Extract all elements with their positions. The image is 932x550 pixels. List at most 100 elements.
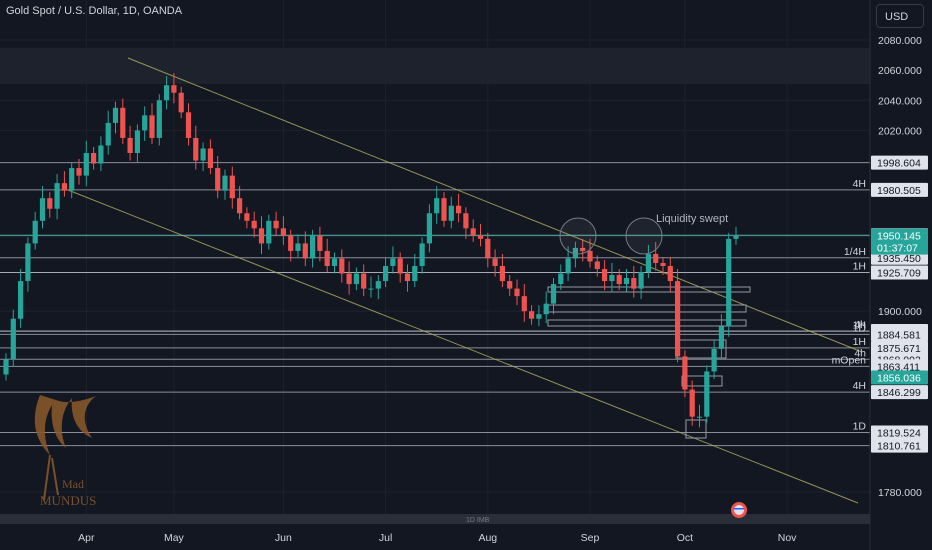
- candle-up[interactable]: [536, 314, 542, 319]
- candle-down[interactable]: [120, 107, 126, 138]
- candle-down[interactable]: [470, 228, 476, 236]
- candle-down[interactable]: [682, 356, 688, 390]
- candle-down[interactable]: [215, 168, 221, 191]
- candle-down[interactable]: [76, 168, 82, 176]
- candle-up[interactable]: [266, 220, 272, 244]
- candle-down[interactable]: [251, 220, 257, 229]
- candle-down[interactable]: [463, 213, 469, 229]
- candle-down[interactable]: [149, 115, 155, 138]
- candle-down[interactable]: [171, 85, 177, 93]
- candle-down[interactable]: [587, 250, 593, 262]
- candle-up[interactable]: [572, 247, 578, 259]
- channel-lower-line[interactable]: [67, 189, 859, 504]
- candle-up[interactable]: [448, 205, 454, 221]
- price-badge[interactable]: [871, 425, 928, 440]
- candle-up[interactable]: [134, 130, 140, 153]
- candle-up[interactable]: [39, 198, 46, 221]
- candle-up[interactable]: [54, 183, 60, 209]
- candle-up[interactable]: [32, 220, 38, 244]
- candle-up[interactable]: [383, 266, 389, 282]
- candle-up[interactable]: [550, 284, 557, 304]
- candle-down[interactable]: [602, 269, 608, 282]
- candle-down[interactable]: [324, 250, 330, 266]
- candle-down[interactable]: [521, 296, 527, 312]
- candle-down[interactable]: [616, 275, 622, 285]
- candle-up[interactable]: [726, 238, 732, 327]
- candle-up[interactable]: [390, 258, 396, 266]
- ob-box[interactable]: [685, 419, 707, 439]
- candle-down[interactable]: [178, 92, 184, 113]
- candle-up[interactable]: [638, 272, 644, 289]
- candle-up[interactable]: [696, 416, 703, 418]
- candle-down[interactable]: [667, 266, 673, 282]
- candle-down[interactable]: [361, 273, 367, 289]
- candle-up[interactable]: [142, 115, 148, 131]
- candle-down[interactable]: [689, 389, 695, 417]
- candle-up[interactable]: [105, 122, 111, 146]
- candle-up[interactable]: [434, 198, 440, 214]
- candle-up[interactable]: [558, 273, 564, 285]
- candle-down[interactable]: [580, 247, 586, 251]
- candle-up[interactable]: [222, 175, 228, 191]
- candle-down[interactable]: [660, 262, 666, 266]
- price-badge[interactable]: [871, 265, 928, 280]
- price-badge[interactable]: [871, 340, 928, 355]
- candle-up[interactable]: [3, 359, 9, 375]
- liquidity-circle[interactable]: [559, 217, 597, 255]
- candle-down[interactable]: [317, 235, 323, 251]
- candle-down[interactable]: [514, 288, 520, 297]
- candle-down[interactable]: [492, 258, 498, 266]
- candle-up[interactable]: [10, 318, 16, 360]
- candle-down[interactable]: [441, 198, 447, 221]
- candle-up[interactable]: [623, 278, 630, 285]
- candle-up[interactable]: [164, 85, 170, 101]
- event-icon[interactable]: [731, 502, 747, 518]
- candle-up[interactable]: [353, 273, 359, 285]
- candle-up[interactable]: [156, 100, 162, 138]
- liquidity-circle[interactable]: [625, 217, 663, 255]
- candle-up[interactable]: [543, 303, 549, 315]
- candle-up[interactable]: [98, 145, 104, 164]
- candle-down[interactable]: [207, 148, 213, 169]
- candle-down[interactable]: [397, 258, 403, 274]
- candle-down[interactable]: [529, 311, 535, 319]
- candle-down[interactable]: [127, 137, 133, 153]
- candle-down[interactable]: [507, 281, 513, 289]
- price-badge[interactable]: [871, 385, 928, 400]
- candle-up[interactable]: [375, 281, 381, 289]
- candle-up[interactable]: [718, 326, 724, 349]
- candle-down[interactable]: [675, 281, 681, 357]
- candle-down[interactable]: [631, 278, 637, 289]
- channel-upper-line[interactable]: [127, 57, 863, 353]
- candle-up[interactable]: [733, 235, 739, 239]
- candle-down[interactable]: [499, 266, 505, 282]
- candle-down[interactable]: [229, 175, 235, 199]
- candle-up[interactable]: [200, 148, 206, 161]
- candle-down[interactable]: [653, 253, 659, 263]
- candle-down[interactable]: [302, 243, 308, 259]
- candle-up[interactable]: [419, 243, 425, 266]
- candle-down[interactable]: [273, 220, 279, 229]
- candle-up[interactable]: [368, 288, 374, 290]
- candle-down[interactable]: [258, 228, 265, 244]
- ob-box[interactable]: [547, 286, 751, 293]
- candle-up[interactable]: [609, 275, 615, 282]
- price-badge[interactable]: [871, 155, 928, 170]
- candle-down[interactable]: [456, 205, 462, 214]
- candle-up[interactable]: [69, 168, 75, 191]
- candle-down[interactable]: [404, 273, 411, 282]
- currency-selector[interactable]: USD: [876, 4, 924, 28]
- current-price-badge[interactable]: [871, 228, 928, 255]
- candle-down[interactable]: [477, 235, 484, 239]
- price-badge[interactable]: [871, 327, 928, 342]
- ob-box[interactable]: [547, 319, 747, 327]
- candle-down[interactable]: [185, 112, 192, 138]
- candle-down[interactable]: [594, 261, 600, 270]
- candle-down[interactable]: [91, 153, 97, 164]
- candle-down[interactable]: [193, 137, 199, 161]
- candle-down[interactable]: [339, 258, 345, 274]
- price-badge[interactable]: [871, 438, 928, 453]
- candle-up[interactable]: [331, 258, 338, 266]
- marker-price-badge[interactable]: [871, 370, 928, 385]
